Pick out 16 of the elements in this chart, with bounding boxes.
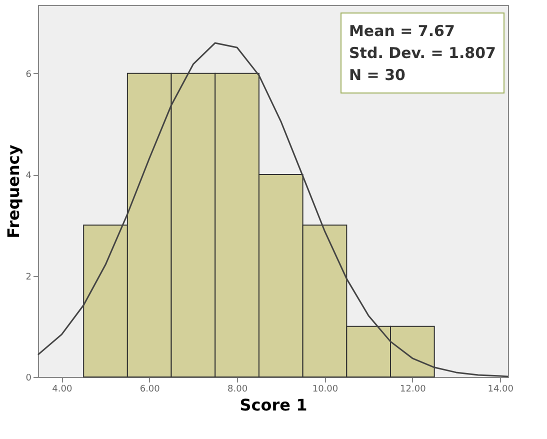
x-axis-title: Score 1: [240, 396, 308, 414]
annotation: N = 30: [349, 66, 406, 84]
line-series: [37, 42, 509, 378]
annotation: Mean = 7.67: [349, 22, 455, 40]
x-tick-label: 10.00: [312, 384, 338, 394]
x-tick-label: 12.00: [400, 384, 426, 394]
x-tick-label: 14.00: [488, 384, 514, 394]
x-tick-label: 4.00: [52, 384, 72, 394]
annotation: Std. Dev. = 1.807: [349, 44, 496, 62]
x-tick-label: 6.00: [140, 384, 160, 394]
y-tick-label: 2: [26, 272, 32, 282]
y-tick-label: 4: [26, 171, 32, 182]
y-tick-label: 6: [26, 70, 32, 80]
x-tick-label: 8.00: [228, 384, 248, 394]
y-axis-title: Frequency: [4, 144, 23, 238]
y-tick-label: 0: [26, 374, 32, 384]
